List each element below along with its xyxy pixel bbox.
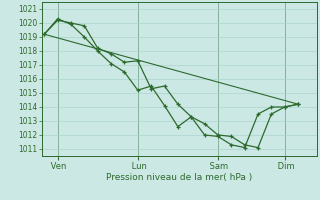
X-axis label: Pression niveau de la mer( hPa ): Pression niveau de la mer( hPa ) [106, 173, 252, 182]
